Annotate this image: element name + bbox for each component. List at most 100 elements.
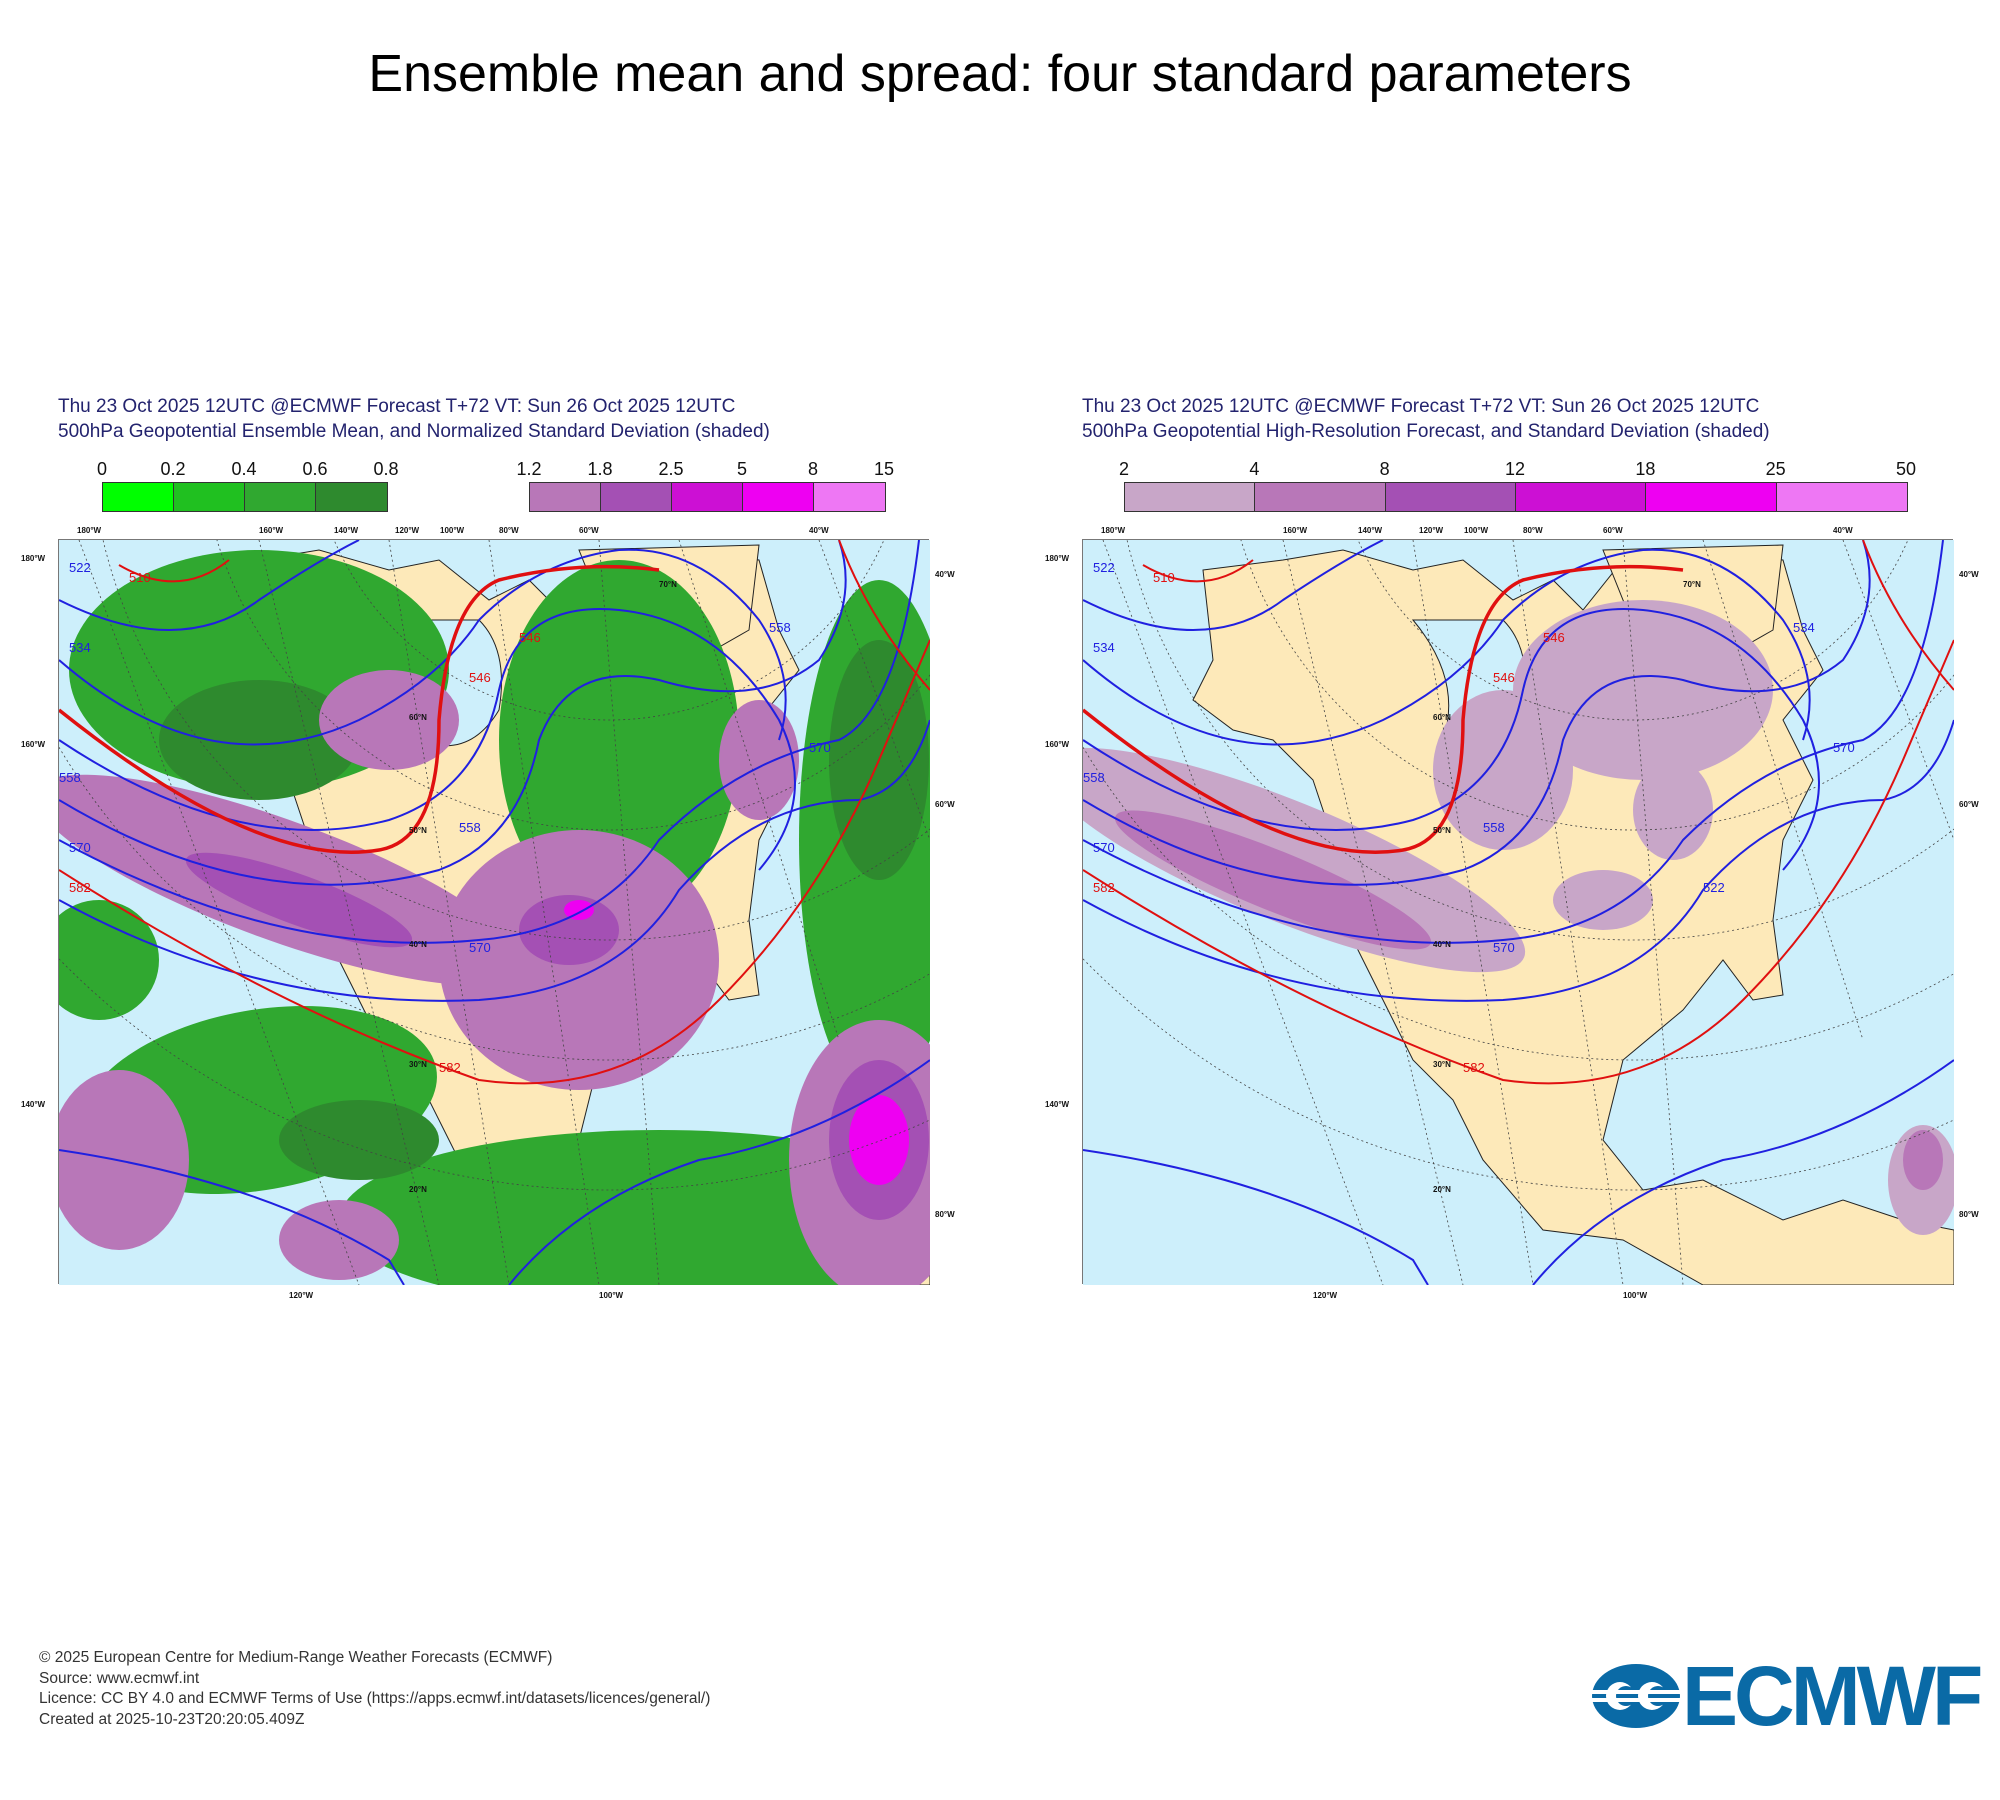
contour-label: 546 xyxy=(1493,670,1515,685)
contour-line-red xyxy=(1862,540,1954,691)
latitude-label: 20°N xyxy=(1433,1185,1451,1194)
colorbar-segment xyxy=(530,483,601,511)
contour-label: 534 xyxy=(1793,620,1815,635)
panel-header-line1: Thu 23 Oct 2025 12UTC @ECMWF Forecast T+… xyxy=(58,396,736,417)
shading-area xyxy=(59,900,159,1020)
map-ensemble-mean[interactable]: 510 522 534 546 558 570 582 546 558 570 582 570 558 1… xyxy=(21,526,955,1300)
longitude-label-right: 80°W xyxy=(1959,1210,1979,1219)
contour-label: 546 xyxy=(1543,630,1565,645)
shading-area xyxy=(1903,1130,1943,1190)
contour-line-blue xyxy=(59,719,930,1002)
contour-line-red xyxy=(1083,639,1954,1085)
panel-header-line2: 500hPa Geopotential High-Resolution Fore… xyxy=(1082,421,1770,442)
contour-line-blue xyxy=(59,548,787,746)
contour-label: 582 xyxy=(1093,880,1115,895)
longitude-label-top: 40°W xyxy=(809,526,829,535)
contour-line-blue xyxy=(59,540,920,944)
ecmwf-logo-icon xyxy=(1590,1664,1682,1728)
colorbar-tick-label: 25 xyxy=(1765,459,1786,479)
colorbar-segment xyxy=(601,483,672,511)
source-text: Source: www.ecmwf.int xyxy=(39,1669,200,1687)
contour-label: 558 xyxy=(769,620,791,635)
longitude-label-left: 160°W xyxy=(1045,740,1070,749)
contour-label: 558 xyxy=(1483,820,1505,835)
longitude-label-right: 40°W xyxy=(935,570,955,579)
contour-line-red xyxy=(59,639,930,1085)
contour-label: 570 xyxy=(809,740,831,755)
colorbar-bar xyxy=(102,482,388,512)
longitude-label-left: 140°W xyxy=(21,1100,46,1109)
contour-label: 510 xyxy=(129,570,151,585)
longitude-label-top: 100°W xyxy=(1464,526,1489,535)
shading-area xyxy=(185,852,413,948)
shading-area xyxy=(339,1130,930,1285)
colorbar-segment xyxy=(1385,483,1516,511)
contour-label: 570 xyxy=(1833,740,1855,755)
contour-label: 582 xyxy=(69,880,91,895)
contour-line-blue xyxy=(59,540,360,631)
colorbar-segment xyxy=(1125,483,1256,511)
contour-label: 534 xyxy=(69,640,91,655)
contour-label: 546 xyxy=(469,670,491,685)
colorbar-tick-label: 8 xyxy=(807,459,819,479)
latitude-label: 70°N xyxy=(659,580,677,589)
colorbar-segment xyxy=(103,483,174,511)
longitude-label-left: 140°W xyxy=(1045,1100,1070,1109)
contour-line-blue xyxy=(1083,719,1954,1002)
latitude-label: 60°N xyxy=(1433,713,1451,722)
colorbar-segment xyxy=(743,483,814,511)
map-canvas xyxy=(1083,540,1954,1285)
longitude-label-left: 180°W xyxy=(1045,554,1070,563)
colorbar-segment xyxy=(316,483,387,511)
colorbar-segment xyxy=(1515,483,1647,511)
latitude-label: 70°N xyxy=(1683,580,1701,589)
longitude-label-right: 60°W xyxy=(935,800,955,809)
shading-area xyxy=(499,560,739,920)
latitude-label: 40°N xyxy=(409,940,427,949)
panel-header-line2: 500hPa Geopotential Ensemble Mean, and N… xyxy=(58,421,770,442)
contour-label: 546 xyxy=(519,630,541,645)
contour-line-blue xyxy=(1083,1149,1429,1285)
contour-line-blue xyxy=(1083,540,1871,886)
contour-line-red xyxy=(118,559,230,583)
contour-label: 582 xyxy=(439,1060,461,1075)
contour-line-red xyxy=(838,540,930,691)
panel-hres-forecast: Thu 23 Oct 2025 12UTC @ECMWF Forecast T+… xyxy=(1045,396,1982,1316)
map-hres-forecast[interactable]: 510 522 534 546 558 570 582 546 558 570 582 570 534 5… xyxy=(1045,526,1979,1300)
contour-line-blue xyxy=(1083,608,1820,871)
colorbar-tick-label: 15 xyxy=(873,459,895,479)
colorbar-tick-label: 1.2 xyxy=(516,459,542,479)
longitude-label-bottom: 100°W xyxy=(599,1291,624,1300)
contour-line-blue xyxy=(1083,540,1384,631)
logo-text: ECMWF xyxy=(1682,1649,1983,1743)
contour-line-blue xyxy=(1083,540,1944,944)
panel-header-line1: Thu 23 Oct 2025 12UTC @ECMWF Forecast T+… xyxy=(1082,396,1760,417)
shading-area xyxy=(1114,810,1432,950)
shading-area xyxy=(1513,600,1773,780)
contour-label: 570 xyxy=(1093,840,1115,855)
latitude-label: 30°N xyxy=(1433,1060,1451,1069)
longitude-label-top: 40°W xyxy=(1833,526,1853,535)
colorbar-segment xyxy=(1776,483,1907,511)
contour-line-blue xyxy=(508,1059,930,1285)
colorbar-tick-label: 2.5 xyxy=(658,459,684,479)
longitude-label-bottom: 120°W xyxy=(1313,1291,1338,1300)
contour-label: 558 xyxy=(59,770,81,785)
shading-area xyxy=(159,680,359,800)
colorbar-tick-label: 0.6 xyxy=(302,459,328,479)
contour-line-blue xyxy=(1083,548,1811,746)
colorbar-segment xyxy=(814,483,885,511)
contour-line-red xyxy=(59,564,660,854)
colorbar-tick-label: 0.8 xyxy=(373,459,399,479)
contour-line-blue xyxy=(59,1149,405,1285)
colorbar-tick-label: 1.8 xyxy=(587,459,613,479)
shading-area xyxy=(1553,870,1653,930)
colorbar-tick-label: 2 xyxy=(1118,459,1130,479)
contour-label: 510 xyxy=(1153,570,1175,585)
longitude-label-right: 40°W xyxy=(1959,570,1979,579)
colorbar-tick-label: 4 xyxy=(1249,459,1260,479)
latitude-label: 50°N xyxy=(1433,826,1451,835)
longitude-label-top: 80°W xyxy=(499,526,519,535)
contour-line-blue xyxy=(59,608,796,871)
longitude-label-top: 120°W xyxy=(395,526,420,535)
